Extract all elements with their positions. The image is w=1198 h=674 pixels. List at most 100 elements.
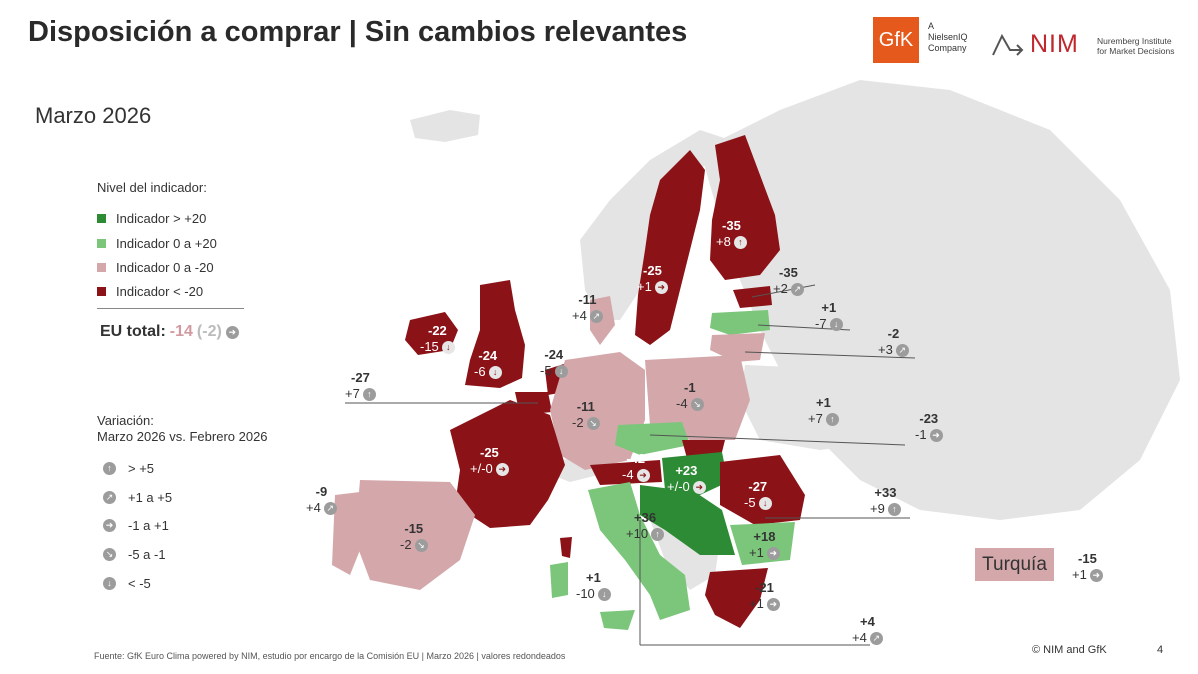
country-sardinia [550, 562, 568, 598]
arrow-right-icon: ➜ [495, 462, 509, 476]
country-romania [720, 455, 805, 525]
label-denmark: -11 +4 ↗ [572, 292, 603, 324]
value-uk: -24 [478, 348, 498, 363]
value-bulgaria: +18 [753, 529, 776, 544]
arrow-down-icon: ↓ [597, 587, 611, 601]
value-cyprus: +4 [860, 614, 875, 629]
eu-total-value: -14 [169, 323, 193, 340]
arrow-up-icon: ↑ [733, 235, 747, 249]
value-moldova-region: +33 [874, 485, 897, 500]
leader-line-estonia [751, 284, 816, 298]
value-turkey: -15 [1078, 551, 1097, 566]
arrow-up-icon: ↑ [825, 412, 839, 426]
arrow-down-icon: ↓ [829, 317, 843, 331]
variation-label: +1 a +5 [128, 490, 173, 505]
change-turkey: +1 [1072, 567, 1087, 582]
land-ukraine [740, 365, 920, 450]
variation-item: ↓ < -5 [103, 576, 151, 591]
legend-label: Indicador 0 a -20 [116, 260, 214, 275]
leader-line-lithuania [744, 351, 916, 359]
change-portugal: +4 [306, 500, 321, 515]
legend-item: Indicador 0 a +20 [97, 236, 217, 251]
country-lithuania [710, 333, 765, 362]
country-corsica [560, 537, 572, 558]
change-netherlands: -5 [540, 363, 552, 378]
legend-label: Indicador 0 a +20 [116, 236, 217, 251]
country-denmark [590, 296, 615, 345]
value-croatia: +36 [634, 510, 657, 525]
value-germany: -11 [576, 399, 595, 414]
country-czechia [615, 422, 690, 455]
legend-title: Nivel del indicador: [97, 180, 207, 195]
gfk-logo: GfK [873, 17, 919, 63]
value-denmark: -11 [578, 292, 597, 307]
variation-legend-title: Variación: Marzo 2026 vs. Febrero 2026 [97, 413, 268, 444]
value-greece: -21 [755, 580, 774, 595]
change-spain: -2 [400, 537, 412, 552]
change-sweden: +1 [637, 279, 652, 294]
change-denmark: +4 [572, 308, 587, 323]
eu-total-change: (-2) [196, 323, 222, 340]
arrow-up-right-icon: ↗ [103, 491, 116, 504]
arrow-up-icon: ↑ [651, 527, 665, 541]
legend-swatch-light-green [97, 239, 106, 248]
value-france: -25 [479, 445, 499, 460]
arrow-down-icon: ↓ [103, 577, 116, 590]
arrow-right-icon: ➜ [225, 325, 239, 339]
arrow-up-icon: ↑ [887, 502, 901, 516]
country-france [450, 400, 565, 528]
value-hungary: +23 [675, 463, 698, 478]
label-czechia: +1 +7 ↑ [808, 395, 839, 427]
nim-arrow-icon [992, 33, 1024, 56]
country-finland [710, 135, 780, 280]
label-portugal: -9 +4 ↗ [306, 484, 337, 516]
label-slovakia: -23 -1 ➜ [915, 411, 943, 443]
value-czechia: +1 [816, 395, 831, 410]
value-portugal: -9 [315, 484, 328, 499]
arrow-up-right-icon: ↗ [323, 501, 337, 515]
nim-logo-subtitle: Nuremberg Institute for Market Decisions [1097, 36, 1175, 56]
change-ireland: -15 [420, 339, 439, 354]
arrow-down-icon: ↓ [554, 364, 568, 378]
land-eastern-europe [700, 80, 1180, 520]
footer-copyright: © NIM and GfK [1032, 644, 1107, 656]
variation-label: -5 a -1 [128, 547, 166, 562]
value-sweden: -25 [643, 263, 662, 278]
value-finland: -35 [722, 218, 741, 233]
value-estonia: -35 [779, 265, 798, 280]
change-austria: -4 [622, 467, 634, 482]
label-ireland: -22 -15 ↓ [420, 323, 455, 355]
value-romania: -27 [748, 479, 768, 494]
change-uk: -6 [474, 364, 486, 379]
label-bulgaria: +18 +1 ➜ [749, 529, 780, 561]
arrow-right-icon: ➜ [636, 468, 650, 482]
change-poland: -4 [676, 396, 688, 411]
label-greece: -21 +1 ➜ [749, 580, 780, 612]
arrow-right-icon: ➜ [766, 597, 780, 611]
arrow-up-right-icon: ↗ [790, 282, 804, 296]
arrow-up-right-icon: ↗ [869, 631, 883, 645]
change-bulgaria: +1 [749, 545, 764, 560]
arrow-up-right-icon: ↗ [589, 309, 603, 323]
label-finland: -35 +8 ↑ [716, 218, 747, 250]
legend-label: Indicador < -20 [116, 284, 204, 299]
legend-swatch-pink [97, 263, 106, 272]
variation-item: ↑ > +5 [103, 461, 154, 476]
change-france: +/-0 [470, 461, 493, 476]
eu-total-label: EU total: [100, 323, 166, 340]
arrow-right-icon: ➜ [1089, 568, 1103, 582]
value-slovakia: -23 [919, 411, 939, 426]
gfk-logo-subtitle: A NielsenIQ Company [928, 21, 968, 53]
land-iceland [410, 110, 480, 142]
label-latvia: +1 -7 ↓ [815, 300, 843, 332]
value-ireland: -22 [428, 323, 447, 338]
label-italy: +1 -10 ↓ [576, 570, 611, 602]
arrow-down-icon: ↓ [758, 496, 772, 510]
label-moldova-region: +33 +9 ↑ [870, 485, 901, 517]
arrow-down-right-icon: ↘ [103, 548, 116, 561]
country-italy [588, 482, 690, 620]
label-hungary: +23 +/-0 ➜ [667, 463, 706, 495]
arrow-right-icon: ➜ [766, 546, 780, 560]
change-hungary: +/-0 [667, 479, 690, 494]
arrow-down-right-icon: ↘ [690, 397, 704, 411]
